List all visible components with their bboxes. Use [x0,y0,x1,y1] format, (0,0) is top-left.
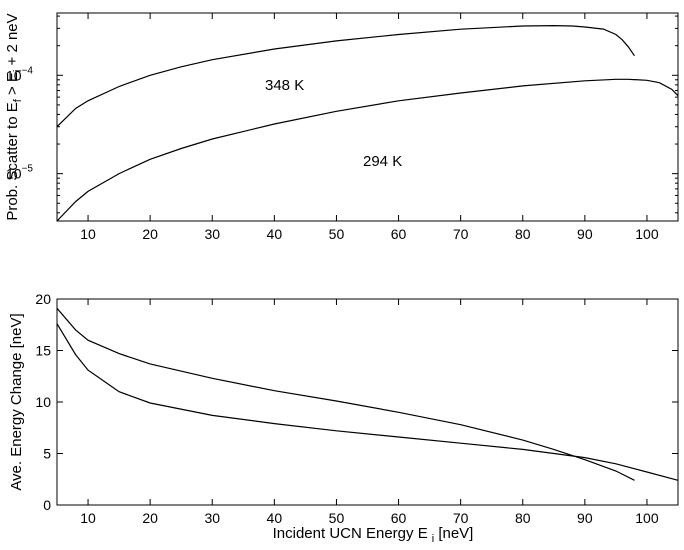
top-chart: 10 20 30 40 50 60 70 80 90 100 10−5 10−4 348 K 294 … [4,12,679,242]
top-series-line-1 [56,24,635,128]
bottom-tick-group: 10 20 30 40 50 60 70 80 90 100 0 5 10 15 20 [35,291,678,526]
bottom-series-group [56,307,679,481]
bottom-y-tick-label: 0 [43,497,51,513]
top-tick-group: 10 20 30 40 50 60 70 80 90 100 10−5 10−4 [6,13,678,242]
bottom-x-tick-label: 100 [635,510,659,526]
bottom-y-tick-label: 15 [35,343,51,359]
bottom-y-tick-label: 10 [35,394,51,410]
top-x-tick-label: 10 [80,226,96,242]
bottom-chart: 10 20 30 40 50 60 70 80 90 100 0 5 10 15 20 Ave. Energ… [8,291,679,545]
bottom-x-tick-label: 10 [80,510,96,526]
top-plot-frame [56,12,679,222]
top-y-tick-label: 10−4 [6,65,33,83]
bottom-series-line-1 [56,307,635,481]
top-x-tick-label: 100 [635,226,659,242]
bottom-x-tick-label: 20 [142,510,158,526]
bottom-y-tick-label: 20 [35,291,51,307]
top-x-tick-label: 40 [267,226,283,242]
bottom-x-tick-label: 30 [204,510,220,526]
bottom-series-line-2 [56,323,679,481]
bottom-y-axis-label: Ave. Energy Change [neV] [8,313,25,490]
top-y-axis-label: Prob. Scatter to Ef > Ei + 2 neV [4,13,24,220]
bottom-plot-frame [56,298,679,506]
top-x-tick-label: 60 [391,226,407,242]
top-x-tick-label: 80 [515,226,531,242]
bottom-x-tick-label: 80 [515,510,531,526]
top-series-group [56,24,679,222]
top-y-tick-label: 10−5 [6,164,33,182]
bottom-y-tick-label: 5 [43,446,51,462]
top-series-line-2 [56,78,679,222]
bottom-x-tick-label: 50 [329,510,345,526]
bottom-x-tick-label: 70 [453,510,469,526]
bottom-x-tick-label: 60 [391,510,407,526]
bottom-x-tick-label: 40 [267,510,283,526]
bottom-x-tick-label: 90 [577,510,593,526]
top-x-tick-label: 70 [453,226,469,242]
top-x-tick-label: 20 [142,226,158,242]
top-x-tick-label: 90 [577,226,593,242]
annotation-294k: 294 K [363,153,402,170]
top-x-tick-label: 50 [329,226,345,242]
top-x-tick-label: 30 [204,226,220,242]
annotation-348k: 348 K [265,77,304,94]
